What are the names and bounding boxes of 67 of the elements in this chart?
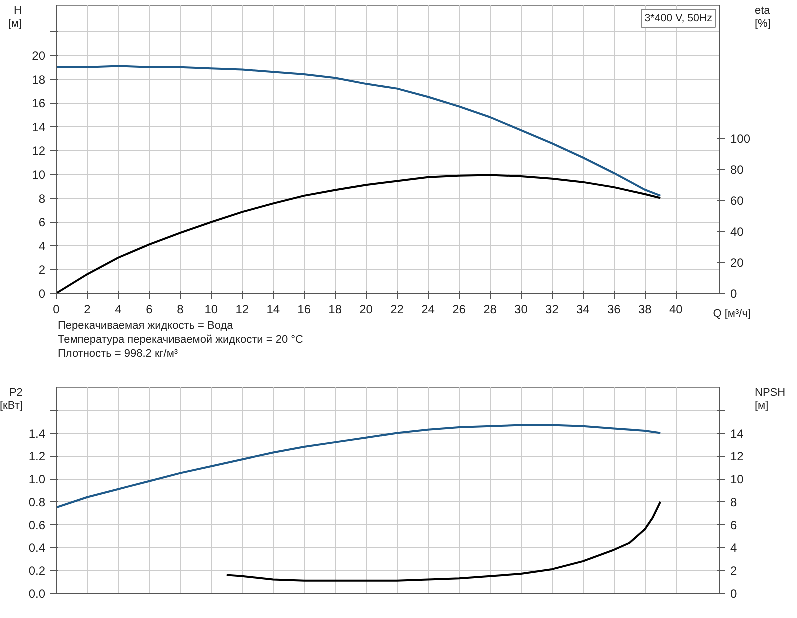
y-tick-label: 10 [32, 168, 46, 182]
x-tick-label: 10 [204, 302, 218, 316]
y2-axis-title: NPSH [м] [755, 387, 786, 413]
y-tick-label: 1.4 [28, 426, 46, 441]
x-axis-title: Q [м³/ч] [713, 307, 751, 322]
y2-tick-label: 6 [730, 518, 738, 532]
y-tick-label: 2 [38, 263, 46, 278]
x-tick-label: 2 [84, 302, 92, 316]
x-tick-label: 8 [177, 302, 184, 316]
line-series [56, 424, 662, 509]
y-tick-label: 18 [32, 72, 46, 87]
y2-tick-label: 0 [730, 587, 738, 601]
x-tick-label: 30 [514, 302, 528, 316]
y2-tick-label: 14 [730, 426, 744, 441]
y-tick-label: 6 [38, 216, 46, 230]
x-tick-label: 38 [638, 302, 652, 316]
y2-tick-label: 0 [730, 287, 738, 301]
y-tick-label: 0.2 [28, 564, 46, 578]
x-tick-label: 12 [236, 302, 250, 316]
y-tick-label: 16 [32, 96, 46, 111]
y-tick-label: 4 [38, 239, 46, 254]
y-tick-label: 0.4 [28, 541, 46, 556]
x-tick-label: 14 [266, 302, 280, 316]
x-tick-label: 4 [115, 302, 122, 316]
x-tick-label: 22 [390, 302, 404, 316]
x-tick-label: 34 [576, 302, 590, 316]
y-tick-label: 1.0 [28, 472, 46, 487]
x-tick-label: 24 [422, 302, 436, 316]
y2-tick-label: 2 [730, 564, 738, 578]
text: Температура перекачиваемой жидкости = 20 °C [58, 334, 304, 346]
y2-tick-label: 60 [730, 194, 744, 208]
x-tick-label: 40 [669, 302, 684, 316]
y-tick-label: 0.8 [28, 495, 46, 510]
text: Плотность = 998.2 кг/м³ [58, 348, 178, 360]
y2-tick-label: 10 [730, 472, 744, 487]
x-tick-label: 6 [146, 302, 154, 316]
annotation: 3*400 V, 50Hz [644, 12, 713, 24]
y-tick-label: 0 [38, 287, 46, 301]
x-tick-label: 28 [484, 302, 498, 316]
y-axis-title: P2 [кВт] [0, 387, 23, 413]
x-tick-label: 16 [298, 302, 312, 316]
y2-tick-label: 8 [730, 495, 738, 510]
line-series [56, 174, 662, 294]
y2-axis-title: eta [%] [755, 5, 771, 31]
y-tick-label: 20 [32, 48, 46, 63]
text: Перекачиваемая жидкость = Вода [58, 320, 234, 332]
y-tick-label: 8 [38, 192, 46, 206]
x-tick-label: 26 [452, 302, 466, 316]
y-tick-label: 1.2 [28, 450, 46, 464]
y2-tick-label: 20 [730, 256, 744, 270]
y2-tick-label: 80 [730, 163, 744, 178]
y2-tick-label: 12 [730, 450, 744, 464]
x-tick-label: 0 [53, 302, 60, 316]
y2-tick-label: 4 [730, 541, 738, 556]
y-tick-label: 0.6 [28, 518, 46, 532]
y-tick-label: 12 [32, 144, 46, 158]
x-tick-label: 36 [607, 302, 622, 316]
y2-tick-label: 100 [730, 132, 751, 146]
x-tick-label: 18 [328, 302, 342, 316]
y-axis-title: H [м] [8, 5, 22, 31]
y-tick-label: 14 [32, 120, 46, 134]
y2-tick-label: 40 [730, 225, 744, 240]
x-tick-label: 20 [360, 302, 374, 316]
line-series [56, 65, 662, 197]
y-tick-label: 0.0 [28, 587, 46, 601]
x-tick-label: 32 [546, 302, 560, 316]
line-series [226, 500, 662, 582]
